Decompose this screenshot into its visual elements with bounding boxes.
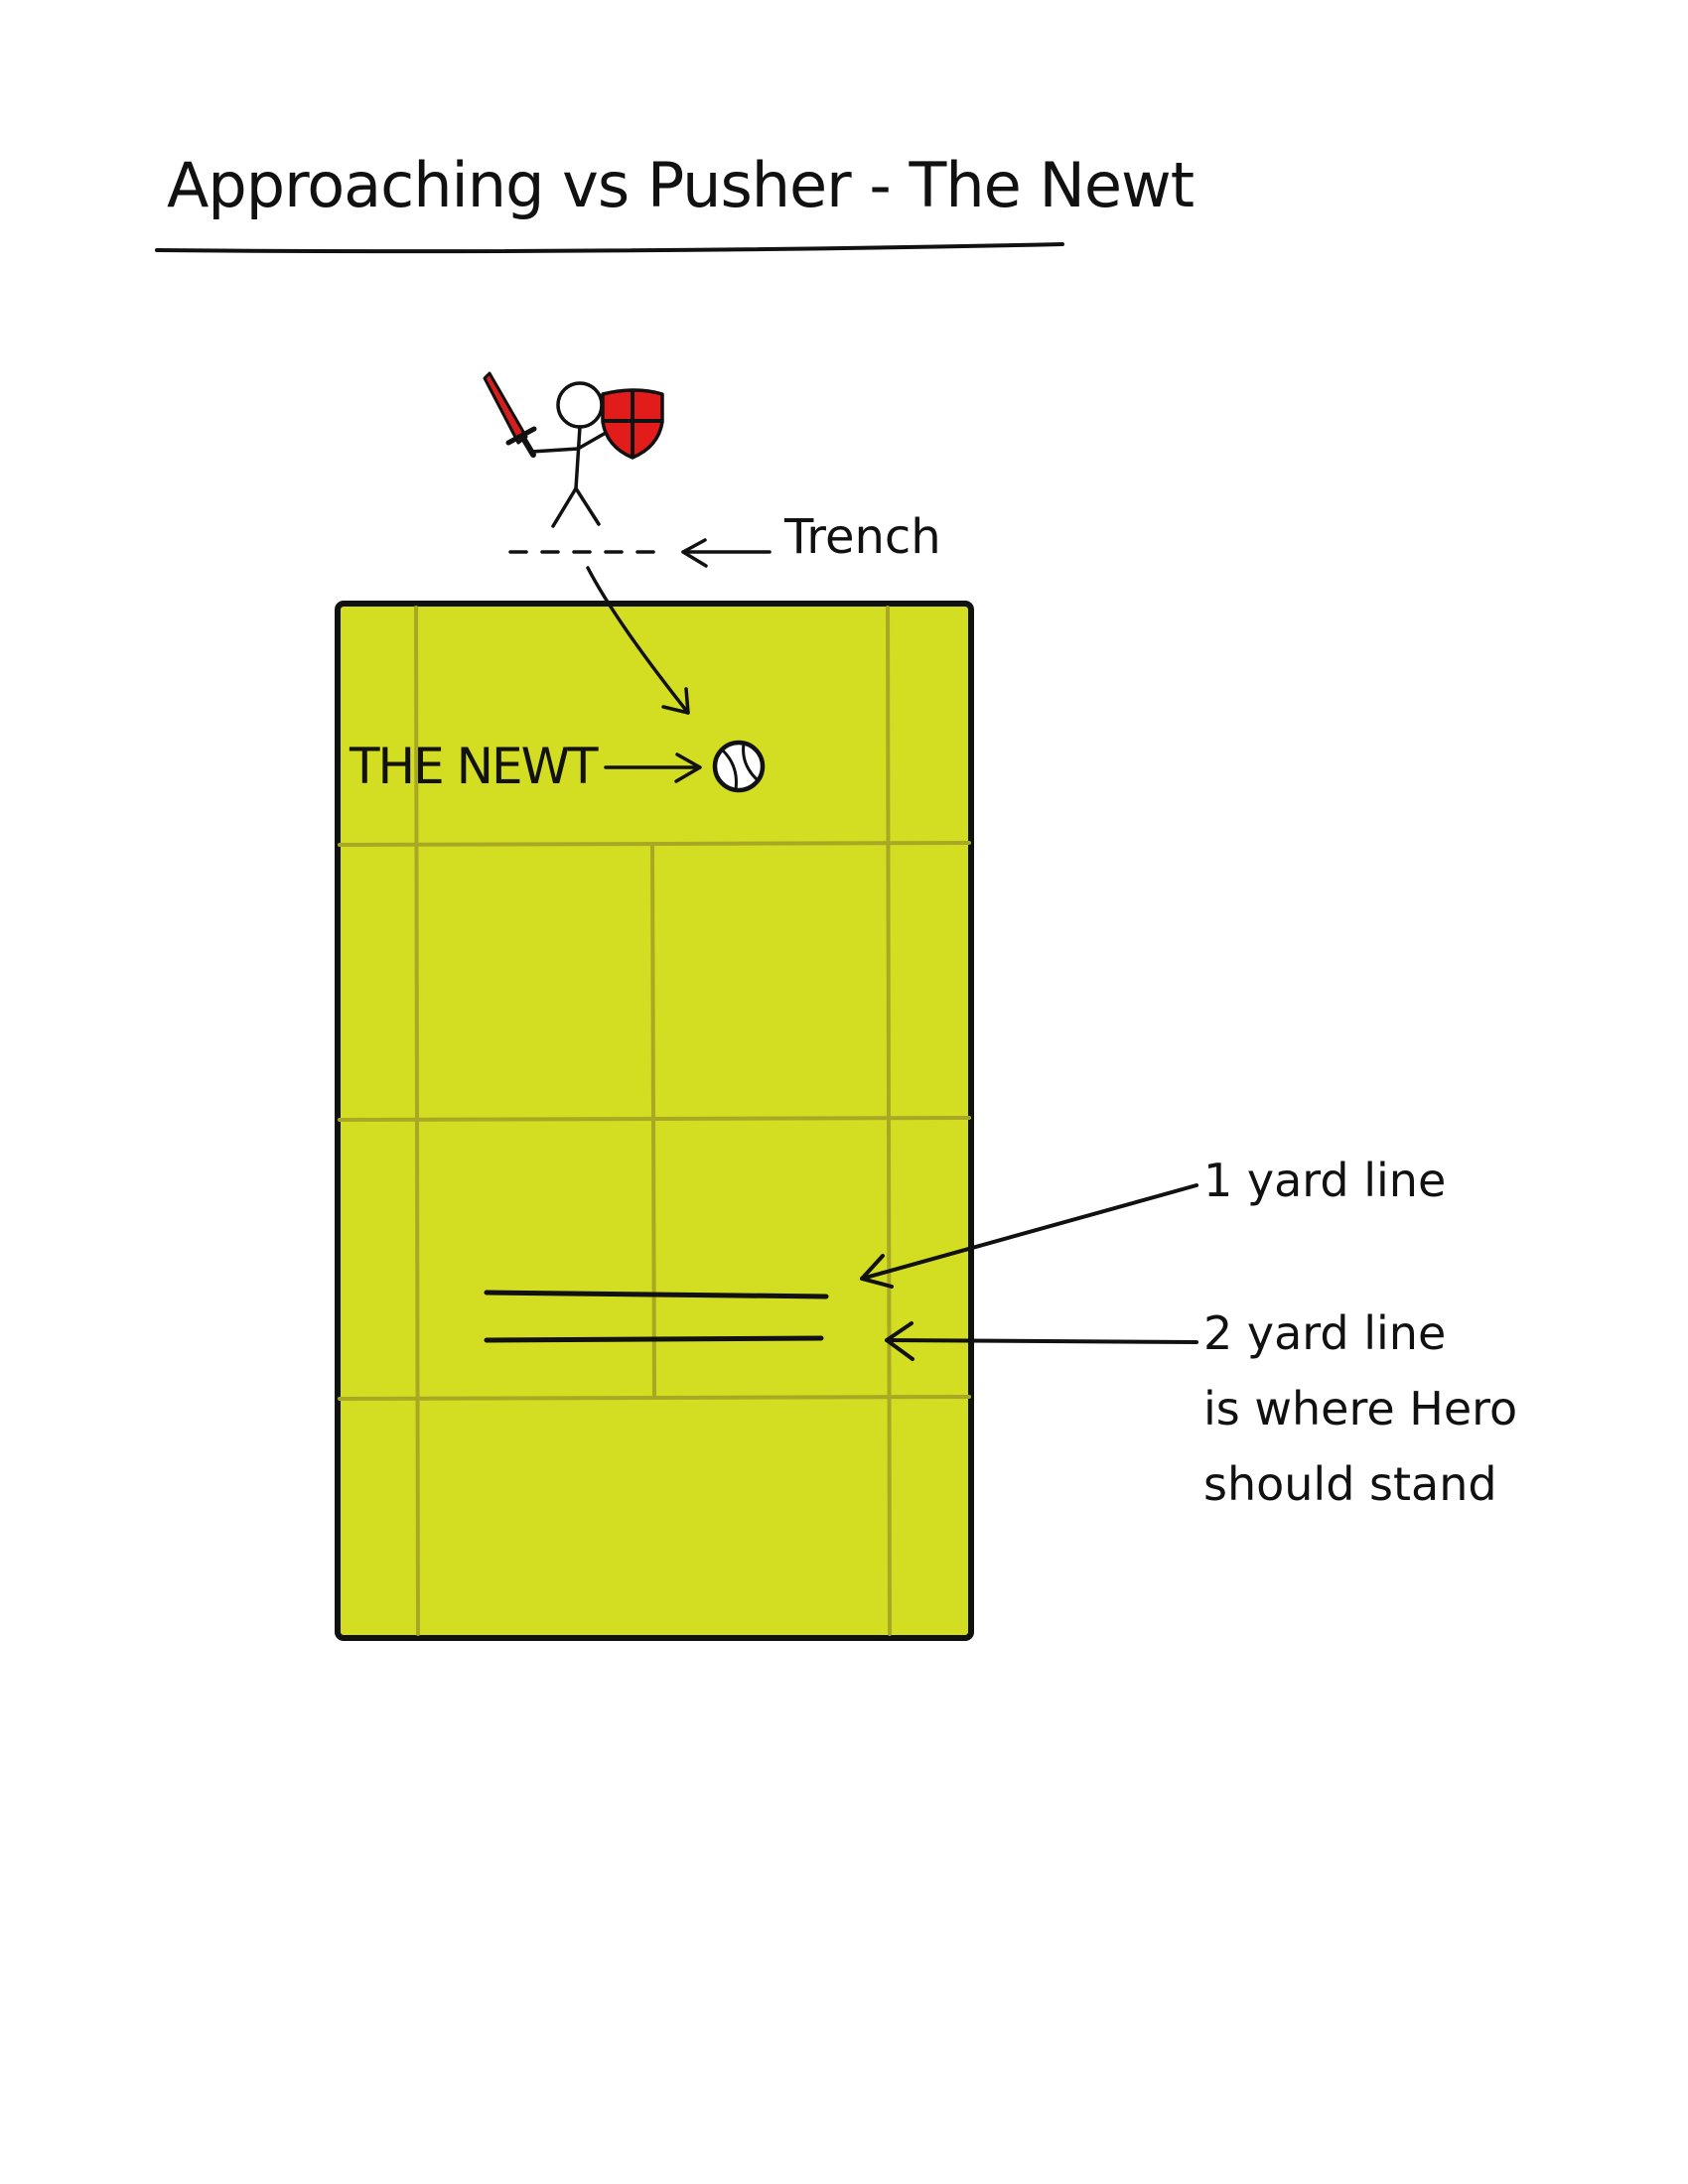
tennis-court — [335, 601, 974, 1641]
right-singles-sideline — [886, 606, 892, 1636]
trench-pointer-arrow — [681, 538, 772, 568]
one-yard-arrow — [860, 1183, 1198, 1289]
the-newt-label: THE NEWT — [350, 738, 599, 795]
center-service-line — [650, 843, 656, 1399]
trench-label: Trench — [784, 509, 941, 565]
page-title: Approaching vs Pusher - The Newt — [167, 149, 1195, 221]
two-yard-arrow — [885, 1321, 1198, 1361]
two-yard-line — [484, 1335, 824, 1343]
title-underline — [155, 242, 1064, 254]
one-yard-line-label: 1 yard line — [1203, 1154, 1447, 1207]
newt-pointer-arrow — [604, 752, 702, 783]
one-yard-line — [484, 1290, 829, 1299]
sword-icon — [483, 371, 537, 458]
two-yard-note-line: 2 yard line — [1203, 1306, 1447, 1360]
tennis-ball-icon — [712, 740, 766, 793]
court-lines — [338, 606, 971, 1636]
far-service-line — [338, 841, 971, 847]
two-yard-note-line: should stand — [1203, 1457, 1497, 1511]
ball-path-arrow — [586, 566, 690, 715]
shield-icon — [601, 388, 664, 460]
two-yard-note-line: is where Hero — [1203, 1382, 1518, 1435]
hero-stick-figure-icon — [483, 371, 664, 528]
